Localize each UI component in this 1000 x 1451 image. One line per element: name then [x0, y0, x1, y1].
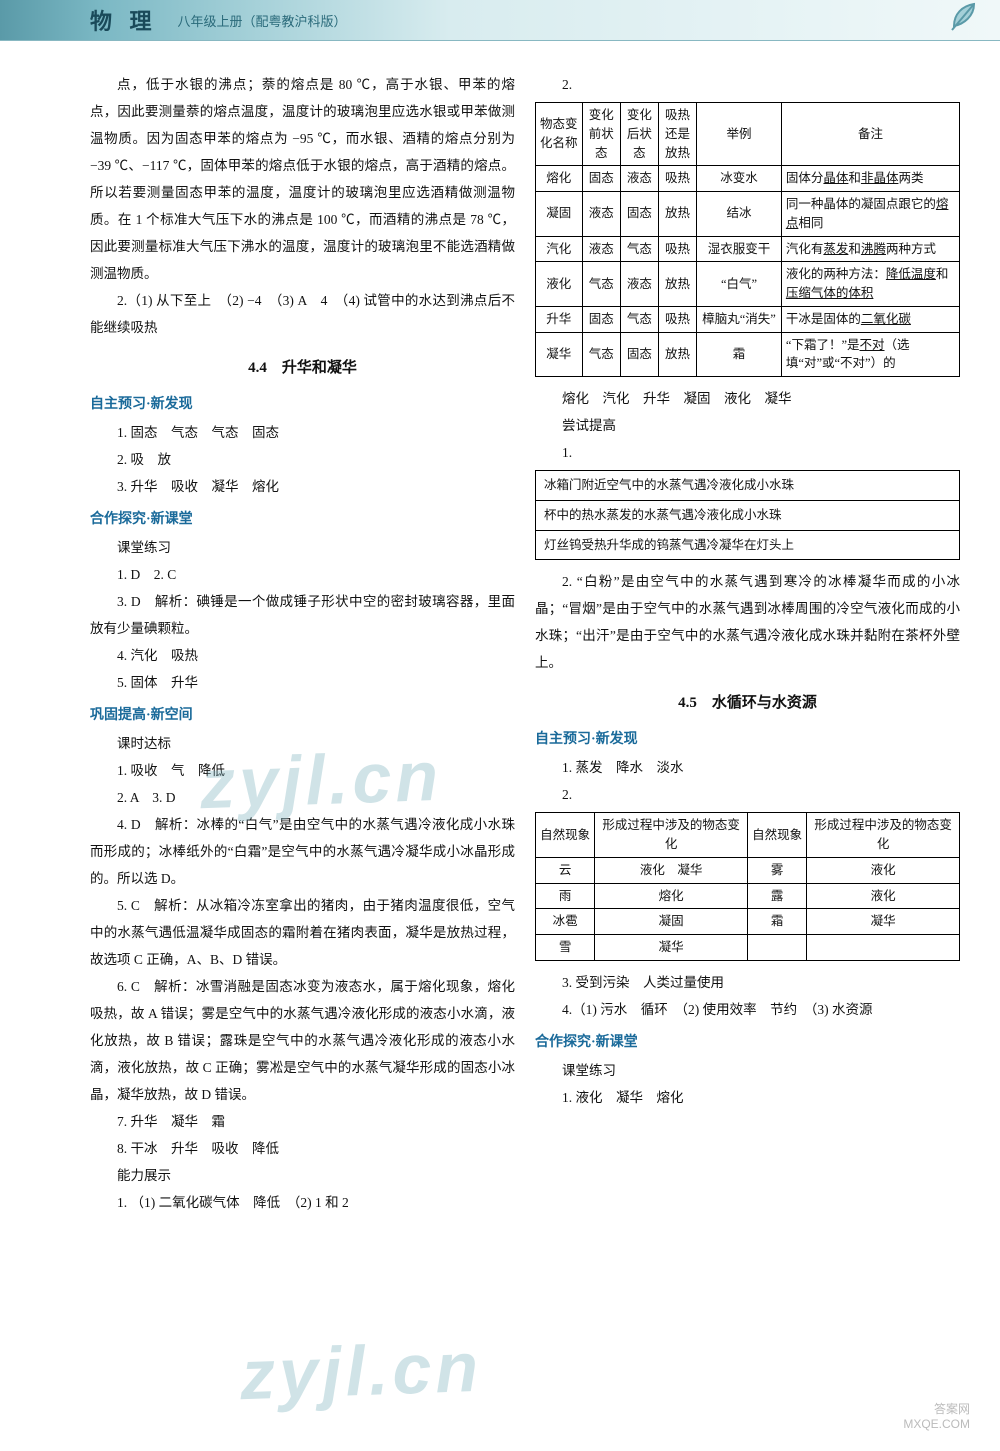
table-row: 凝固 液态 固态 放热 结冰 同一种晶体的凝固点跟它的熔点相同: [536, 192, 960, 237]
footer-text-1: 答案网: [903, 1402, 970, 1416]
gonggu-heading: 巩固提高·新空间: [90, 702, 515, 730]
table-header-row: 自然现象 形成过程中涉及的物态变化 自然现象 形成过程中涉及的物态变化: [536, 813, 960, 858]
right-column: 2. 物态变化名称 变化前状态 变化后状态 吸热还是放热 举例 备注 熔化 固态…: [535, 71, 960, 1216]
t3h3: 自然现象: [747, 813, 806, 858]
left-column: 点，低于水银的沸点；萘的熔点是 80 ℃，高于水银、甲苯的熔点，因此要测量萘的熔…: [90, 71, 515, 1216]
ks-line-2: 2. A 3. D: [90, 784, 515, 811]
zizhu-heading-2: 自主预习·新发现: [535, 726, 960, 754]
hezuo-heading-1: 合作探究·新课堂: [90, 506, 515, 534]
ks-line-8: 8. 干冰 升华 吸收 降低: [90, 1135, 515, 1162]
watermark-2: zyjl.cn: [239, 1327, 484, 1415]
zz-line-1: 1. 固态 气态 气态 固态: [90, 419, 515, 446]
ks-line-4: 4. D 解析：冰棒的“白气”是由空气中的水蒸气遇冷液化成小水珠而形成的；冰棒纸…: [90, 811, 515, 892]
footer-text-2: MXQE.COM: [903, 1417, 970, 1431]
table-header-row: 物态变化名称 变化前状态 变化后状态 吸热还是放热 举例 备注: [536, 103, 960, 166]
zz-line-3: 3. 升华 吸收 凝华 熔化: [90, 473, 515, 500]
ks-line-7: 7. 升华 凝华 霜: [90, 1108, 515, 1135]
table-row: 熔化 固态 液态 吸热 冰变水 固体分晶体和非晶体两类: [536, 166, 960, 192]
r45-2-label: 2.: [535, 781, 960, 808]
table-row: 汽化 液态 气态 吸热 湿衣服变干 汽化有蒸发和沸腾两种方式: [536, 236, 960, 262]
table-row: 冰雹 凝固 霜 凝华: [536, 909, 960, 935]
th-1: 变化前状态: [582, 103, 620, 166]
kt2-line-1: 1. 液化 凝华 熔化: [535, 1084, 960, 1111]
kt-line-3: 3. D 解析：碘锤是一个做成锤子形状中空的密封玻璃容器，里面放有少量碘颗粒。: [90, 588, 515, 642]
t3h1: 自然现象: [536, 813, 595, 858]
phenomena-table: 冰箱门附近空气中的水蒸气遇冷液化成小水珠 杯中的热水蒸发的水蒸气遇冷液化成小水珠…: [535, 470, 960, 560]
ks-line-5: 5. C 解析：从冰箱冷冻室拿出的猪肉，由于猪肉温度很低，空气中的水蒸气遇低温凝…: [90, 892, 515, 973]
cs-line-2: 2. “白粉”是由空气中的水蒸气遇到寒冷的冰棒凝华而成的小冰晶；“冒烟”是由于空…: [535, 568, 960, 676]
r-2-label: 2.: [535, 71, 960, 98]
table-row: 杯中的热水蒸发的水蒸气遇冷液化成小水珠: [536, 500, 960, 530]
th-2: 变化后状态: [620, 103, 658, 166]
state-change-table: 物态变化名称 变化前状态 变化后状态 吸热还是放热 举例 备注 熔化 固态 液态…: [535, 102, 960, 377]
th-0: 物态变化名称: [536, 103, 583, 166]
r45-line-1: 1. 蒸发 降水 淡水: [535, 754, 960, 781]
kt-line-4: 4. 汽化 吸热: [90, 642, 515, 669]
section-4-4-title: 4.4 升华和凝华: [90, 353, 515, 383]
table-row: 冰箱门附近空气中的水蒸气遇冷液化成小水珠: [536, 471, 960, 501]
left-para-1: 点，低于水银的沸点；萘的熔点是 80 ℃，高于水银、甲苯的熔点，因此要测量萘的熔…: [90, 71, 515, 287]
table-row: 液化 气态 液态 放热 “白气” 液化的两种方法：降低温度和压缩气体的体积: [536, 262, 960, 307]
ketang-label-1: 课堂练习: [90, 534, 515, 561]
t3h2: 形成过程中涉及的物态变化: [595, 813, 748, 858]
nl-line-1: 1. （1) 二氧化碳气体 降低 （2) 1 和 2: [90, 1189, 515, 1216]
page-header: 物 理 八年级上册（配粤教沪科版）: [0, 0, 1000, 41]
zizhu-heading-1: 自主预习·新发现: [90, 391, 515, 419]
leaf-icon: [944, 0, 980, 44]
left-para-2: 2.（1) 从下至上 （2) −4 （3) A 4 （4) 试管中的水达到沸点后…: [90, 287, 515, 341]
cs1-label: 1.: [535, 439, 960, 466]
r-summary-line: 熔化 汽化 升华 凝固 液化 凝华: [535, 385, 960, 412]
section-4-5-title: 4.5 水循环与水资源: [535, 688, 960, 718]
changshi-label: 尝试提高: [535, 412, 960, 439]
th-3: 吸热还是放热: [658, 103, 696, 166]
r45-line-4: 4.（1) 污水 循环 （2) 使用效率 节约 （3) 水资源: [535, 996, 960, 1023]
th-5: 备注: [781, 103, 959, 166]
ks-line-1: 1. 吸收 气 降低: [90, 757, 515, 784]
hezuo-heading-2: 合作探究·新课堂: [535, 1029, 960, 1057]
table-row: 雪 凝华: [536, 935, 960, 961]
table-row: 升华 固态 气态 吸热 樟脑丸“消失” 干冰是固体的二氧化碳: [536, 306, 960, 332]
ketang-label-2: 课堂练习: [535, 1057, 960, 1084]
r45-line-3: 3. 受到污染 人类过量使用: [535, 969, 960, 996]
footer-logo: 答案网 MXQE.COM: [903, 1402, 970, 1431]
table-row: 云 液化 凝华 雾 液化: [536, 857, 960, 883]
table-row: 雨 熔化 露 液化: [536, 883, 960, 909]
header-subject: 物 理: [90, 4, 158, 36]
page: 物 理 八年级上册（配粤教沪科版） 点，低于水银的沸点；萘的熔点是 80 ℃，高…: [0, 0, 1000, 1451]
table-row: 凝华 气态 固态 放热 霜 “下霜了！”是不对（选填“对”或“不对”）的: [536, 332, 960, 377]
ks-line-6: 6. C 解析：冰雪消融是固态冰变为液态水，属于熔化现象，熔化吸热，故 A 错误…: [90, 973, 515, 1108]
kt-line-1: 1. D 2. C: [90, 561, 515, 588]
keshi-label: 课时达标: [90, 730, 515, 757]
zz-line-2: 2. 吸 放: [90, 446, 515, 473]
nengli-label: 能力展示: [90, 1162, 515, 1189]
kt-line-5: 5. 固体 升华: [90, 669, 515, 696]
table-row: 灯丝钨受热升华成的钨蒸气遇冷凝华在灯头上: [536, 530, 960, 560]
header-sub: 八年级上册（配粤教沪科版）: [178, 11, 347, 30]
th-4: 举例: [697, 103, 782, 166]
water-cycle-table: 自然现象 形成过程中涉及的物态变化 自然现象 形成过程中涉及的物态变化 云 液化…: [535, 812, 960, 961]
content-columns: 点，低于水银的沸点；萘的熔点是 80 ℃，高于水银、甲苯的熔点，因此要测量萘的熔…: [0, 41, 1000, 1236]
t3h4: 形成过程中涉及的物态变化: [807, 813, 960, 858]
